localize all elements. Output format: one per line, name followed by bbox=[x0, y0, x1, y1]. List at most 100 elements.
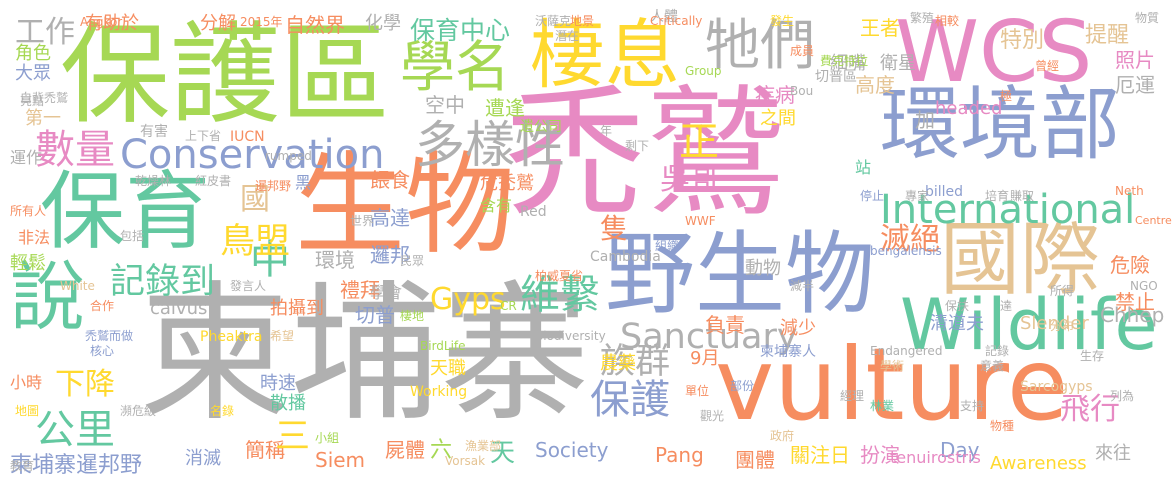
cloud-word: Conservation bbox=[120, 132, 385, 178]
cloud-word: headed bbox=[935, 98, 1003, 119]
cloud-word: 來往 bbox=[1095, 443, 1131, 464]
cloud-word: CR bbox=[500, 299, 517, 313]
cloud-word: 學名 bbox=[400, 35, 511, 99]
cloud-word: 柬埔寨暹邦野 bbox=[10, 453, 143, 478]
cloud-word: 保護 bbox=[590, 377, 670, 423]
cloud-word: 相較 bbox=[935, 14, 960, 28]
cloud-word: 公里 bbox=[35, 407, 115, 453]
cloud-word: 牠們 bbox=[705, 13, 816, 77]
cloud-word: 有助於 bbox=[85, 13, 139, 34]
cloud-word: 邏邦 bbox=[370, 243, 410, 267]
cloud-word: 發言人 bbox=[230, 279, 267, 293]
cloud-word: Cambodia bbox=[590, 249, 661, 265]
cloud-word: Centre bbox=[1135, 214, 1172, 227]
cloud-word: Sarcogyps bbox=[1020, 379, 1093, 395]
cloud-word: 9月 bbox=[690, 348, 720, 369]
cloud-word: 小組 bbox=[315, 431, 340, 445]
cloud-word: vulture bbox=[715, 326, 1069, 443]
cloud-word: 學會 bbox=[370, 283, 403, 302]
cloud-word: 數量 bbox=[35, 127, 115, 173]
cloud-word: 記錄到 bbox=[110, 262, 216, 302]
cloud-word: tenuirostris bbox=[890, 448, 981, 467]
cloud-word: 保護區 bbox=[60, 11, 390, 139]
cloud-word: Slender bbox=[1020, 313, 1089, 334]
cloud-word: 專家 bbox=[905, 189, 930, 203]
cloud-word: 保育中心 bbox=[410, 16, 511, 45]
cloud-word: 生物 bbox=[295, 141, 515, 269]
cloud-word: 扮演 bbox=[860, 443, 900, 467]
cloud-word: 減少 bbox=[780, 318, 816, 339]
cloud-word: 遺公司 bbox=[520, 119, 562, 135]
cloud-word: 包括 bbox=[120, 229, 145, 243]
cloud-word: Phеaktra bbox=[200, 329, 263, 345]
cloud-word: 上下省 bbox=[185, 129, 222, 143]
cloud-word: 地圖 bbox=[15, 404, 40, 418]
cloud-word: 高達 bbox=[370, 206, 410, 230]
cloud-word: Angkor bbox=[80, 15, 123, 29]
cloud-word: 化學 bbox=[365, 13, 401, 34]
cloud-word: NGO bbox=[1130, 279, 1158, 293]
cloud-word: Bou bbox=[790, 84, 814, 98]
cloud-word: Vorsak bbox=[445, 454, 486, 468]
cloud-word: 危禿鷲 bbox=[480, 173, 534, 194]
cloud-word: 觀光 bbox=[700, 409, 725, 423]
cloud-word: 中 bbox=[250, 237, 290, 283]
cloud-word: 動物 bbox=[745, 258, 781, 279]
cloud-word: 簡稱 bbox=[245, 438, 285, 462]
cloud-word: 政府 bbox=[770, 429, 795, 443]
cloud-word: 剩下 bbox=[625, 139, 650, 153]
cloud-word: 生存 bbox=[1080, 349, 1105, 363]
cloud-word: 衛星 bbox=[880, 53, 916, 74]
cloud-word: 合作 bbox=[90, 299, 115, 313]
cloud-word: 世界 bbox=[350, 214, 375, 228]
cloud-word: 國際 bbox=[940, 213, 1100, 306]
cloud-word: 鳥盟 bbox=[220, 222, 291, 262]
cloud-word: Pang bbox=[655, 443, 704, 467]
cloud-word: 核心 bbox=[90, 344, 115, 358]
cloud-word: Critically bbox=[650, 14, 703, 28]
cloud-word: 第一 bbox=[25, 108, 61, 129]
cloud-word: 物種 bbox=[990, 419, 1015, 433]
cloud-word: 屍體 bbox=[385, 438, 425, 462]
cloud-word: Chhep bbox=[1100, 303, 1165, 327]
cloud-word: 棲息 bbox=[530, 11, 681, 99]
cloud-word: 2015年 bbox=[240, 15, 283, 29]
cloud-word: Red bbox=[520, 204, 547, 220]
cloud-word: 環境 bbox=[315, 248, 355, 272]
cloud-word: 小時 bbox=[10, 373, 43, 392]
cloud-word: 林業 bbox=[870, 399, 895, 413]
cloud-word: 非法 bbox=[18, 228, 51, 247]
cloud-word: 地景 bbox=[570, 14, 595, 28]
cloud-word: 散播 bbox=[270, 393, 306, 414]
cloud-word: 停止 bbox=[860, 189, 885, 203]
cloud-word: 說 bbox=[10, 253, 86, 341]
cloud-word: 白背禿鷲 bbox=[20, 91, 69, 105]
cloud-word: 含有 bbox=[480, 196, 513, 215]
cloud-word: 工作 bbox=[15, 15, 75, 50]
cloud-word: 禮拜 bbox=[340, 278, 380, 302]
cloud-word: 費克特拉 bbox=[820, 54, 869, 68]
cloud-word: 教育 bbox=[10, 459, 35, 473]
cloud-word: 保育 bbox=[40, 163, 211, 262]
cloud-word: 人體 bbox=[650, 9, 678, 25]
cloud-word: 國 bbox=[240, 182, 270, 217]
cloud-word: 高度 bbox=[855, 73, 895, 97]
cloud-word: 角色 bbox=[15, 43, 51, 64]
cloud-word: Neth bbox=[1115, 184, 1144, 198]
cloud-word: Siem bbox=[315, 448, 366, 472]
cloud-word: WCS bbox=[895, 3, 1093, 102]
cloud-word: 柬埔寨 bbox=[140, 268, 591, 442]
cloud-word: Gyps bbox=[430, 282, 506, 317]
cloud-word: 學術 bbox=[880, 359, 905, 373]
cloud-word: 時速 bbox=[260, 373, 296, 394]
cloud-word: 亮點 bbox=[20, 94, 45, 108]
cloud-word: 清道夫 bbox=[930, 313, 984, 334]
cloud-word: 負責 bbox=[705, 313, 745, 337]
cloud-word: 天職 bbox=[430, 358, 466, 379]
cloud-word: 野生物 bbox=[605, 222, 875, 327]
cloud-word: 所有人 bbox=[10, 204, 47, 218]
cloud-word: International bbox=[880, 187, 1136, 233]
cloud-word: 意義 bbox=[980, 359, 1005, 373]
cloud-word: 繁殖 bbox=[910, 11, 935, 25]
